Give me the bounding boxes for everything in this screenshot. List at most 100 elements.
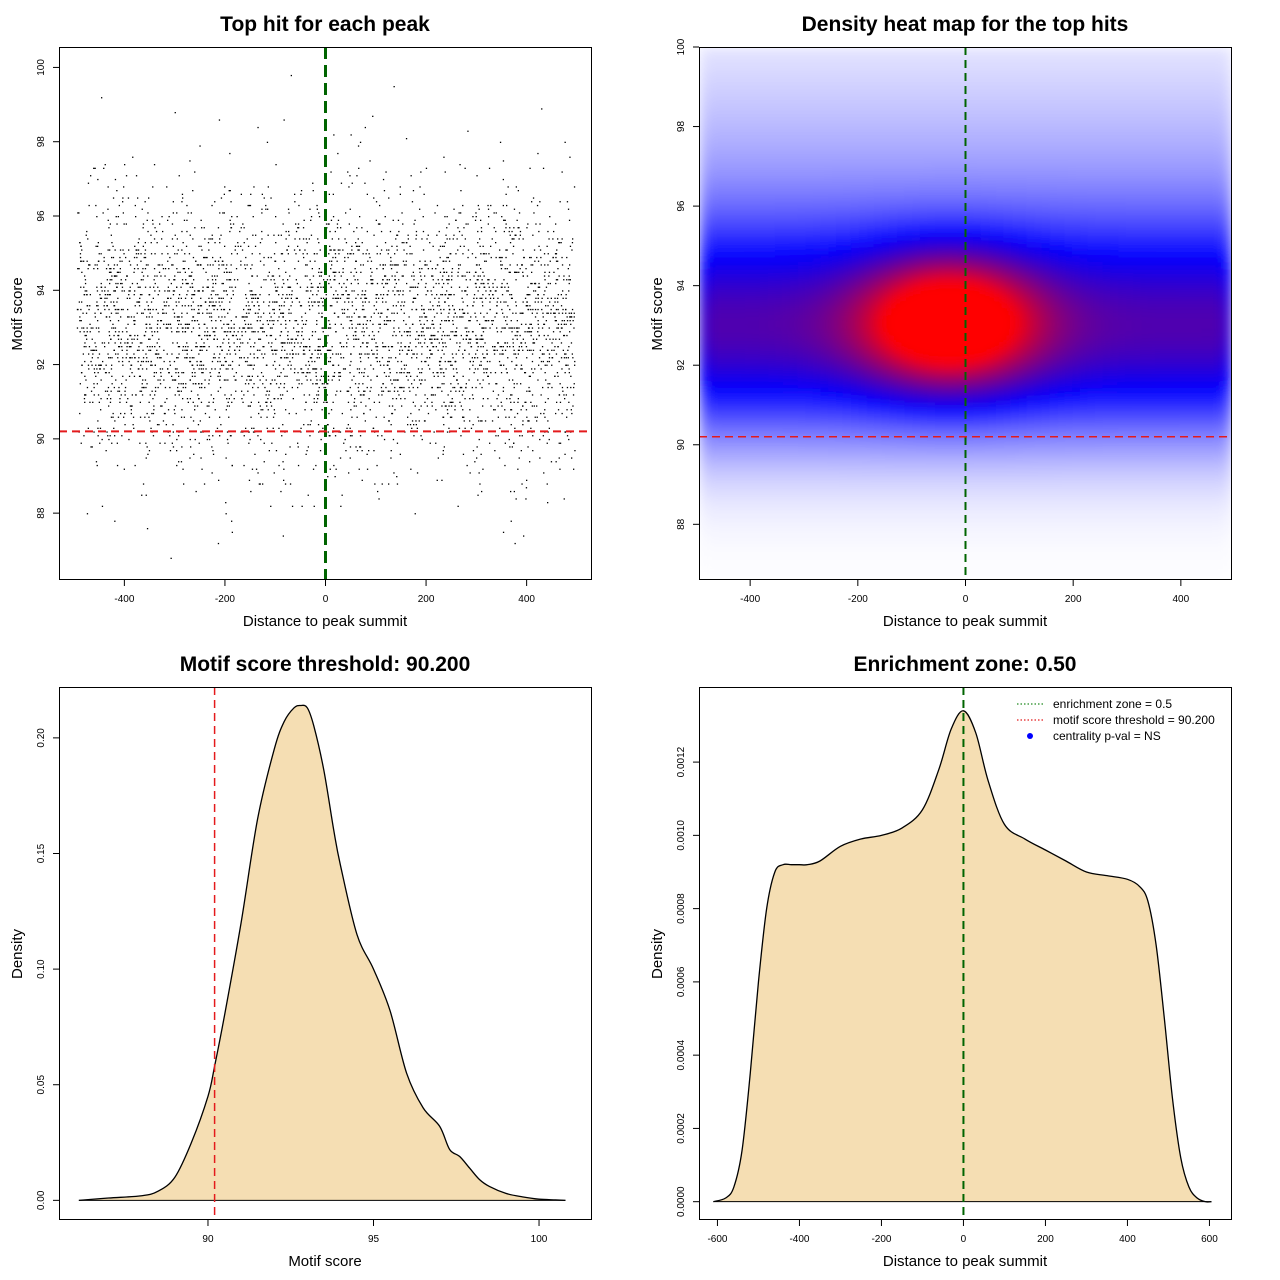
- scatter-point: [221, 349, 223, 351]
- scatter-point: [334, 297, 336, 299]
- scatter-point: [385, 171, 387, 173]
- scatter-point: [261, 353, 263, 355]
- scatter-point: [199, 360, 202, 363]
- scatter-point: [174, 112, 176, 114]
- scatter-point: [285, 230, 287, 233]
- scatter-point: [128, 290, 130, 292]
- scatter-point: [267, 409, 269, 411]
- scatter-point: [403, 301, 406, 303]
- scatter-point: [351, 435, 353, 437]
- scatter-point: [320, 286, 322, 288]
- scatter-point: [237, 245, 239, 247]
- scatter-point: [184, 349, 186, 351]
- scatter-point: [224, 186, 226, 188]
- scatter-point: [269, 312, 271, 314]
- scatter-point: [287, 253, 289, 255]
- scatter-point: [185, 245, 188, 247]
- scatter-point: [458, 390, 461, 392]
- scatter-point: [146, 383, 148, 385]
- scatter-point: [473, 372, 475, 374]
- scatter-point: [108, 331, 110, 333]
- scatter-point: [83, 331, 85, 333]
- heatmap-cell: [767, 397, 776, 406]
- scatter-point: [216, 308, 219, 311]
- scatter-point: [80, 442, 82, 444]
- scatter-point: [539, 349, 541, 351]
- scatter-point: [339, 457, 342, 459]
- scatter-point: [438, 230, 440, 233]
- scatter-point: [85, 312, 88, 314]
- scatter-point: [547, 420, 549, 422]
- scatter-point: [330, 349, 332, 351]
- heatmap-cell: [775, 435, 784, 444]
- scatter-point: [513, 401, 515, 403]
- scatter-point: [557, 409, 560, 411]
- scatter-point: [104, 390, 107, 392]
- scatter-point: [146, 446, 148, 448]
- scatter-point: [307, 360, 310, 363]
- scatter-point: [418, 379, 421, 381]
- scatter-point: [108, 227, 110, 229]
- scatter-point: [504, 349, 507, 351]
- heatmap-cell: [737, 275, 746, 284]
- scatter-point: [192, 190, 194, 192]
- scatter-point: [113, 290, 115, 292]
- scatter-point: [275, 353, 277, 355]
- heatmap-cell: [744, 161, 753, 170]
- scatter-point: [107, 219, 109, 221]
- scatter-point: [212, 453, 215, 455]
- scatter-point: [353, 375, 355, 377]
- scatter-point: [409, 424, 412, 426]
- heatmap-cell: [706, 206, 715, 216]
- scatter-point: [218, 301, 220, 303]
- heatmap-cell: [744, 191, 753, 200]
- scatter-point: [482, 305, 484, 307]
- heatmap-cell: [767, 69, 776, 79]
- scatter-point: [307, 424, 309, 426]
- scatter-point: [433, 375, 435, 377]
- scatter-point: [413, 275, 415, 277]
- heatmap-cell: [759, 214, 769, 223]
- scatter-point: [568, 438, 570, 441]
- scatter-point: [558, 360, 560, 363]
- scatter-point: [488, 320, 490, 322]
- scatter-point: [556, 279, 559, 281]
- heatmap-cell: [752, 138, 761, 147]
- scatter-point: [115, 312, 117, 314]
- scatter-point: [383, 323, 386, 325]
- scatter-point: [100, 253, 102, 255]
- scatter-point: [366, 468, 369, 470]
- heatmap-cell: [729, 382, 738, 391]
- heatmap-cell: [744, 100, 753, 109]
- heatmap-cell: [767, 161, 776, 170]
- scatter-point: [327, 349, 330, 351]
- scatter-point: [248, 383, 250, 385]
- scatter-point: [237, 331, 239, 333]
- scatter-point: [149, 323, 151, 325]
- scatter-point: [205, 256, 207, 259]
- scatter-point: [170, 282, 172, 285]
- heatmap-cell: [721, 458, 731, 467]
- heatmap-cell: [721, 267, 731, 277]
- heatmap-cell: [721, 138, 731, 147]
- scatter-point: [351, 379, 353, 381]
- scatter-point: [511, 446, 513, 448]
- scatter-point: [286, 342, 289, 344]
- scatter-point: [495, 230, 497, 233]
- scatter-point: [272, 308, 274, 311]
- heatmap-cell: [767, 260, 776, 269]
- scatter-point: [121, 360, 124, 363]
- scatter-point: [515, 234, 517, 236]
- scatter-point: [250, 268, 252, 270]
- scatter-point: [511, 297, 513, 299]
- scatter-point: [341, 308, 343, 311]
- scatter-point: [444, 242, 446, 244]
- scatter-point: [349, 372, 351, 374]
- scatter-point: [326, 383, 328, 385]
- scatter-point: [106, 294, 109, 296]
- scatter-point: [340, 505, 342, 507]
- scatter-point: [226, 438, 229, 441]
- scatter-point: [287, 245, 290, 247]
- scatter-point: [116, 190, 118, 192]
- scatter-point: [244, 360, 247, 363]
